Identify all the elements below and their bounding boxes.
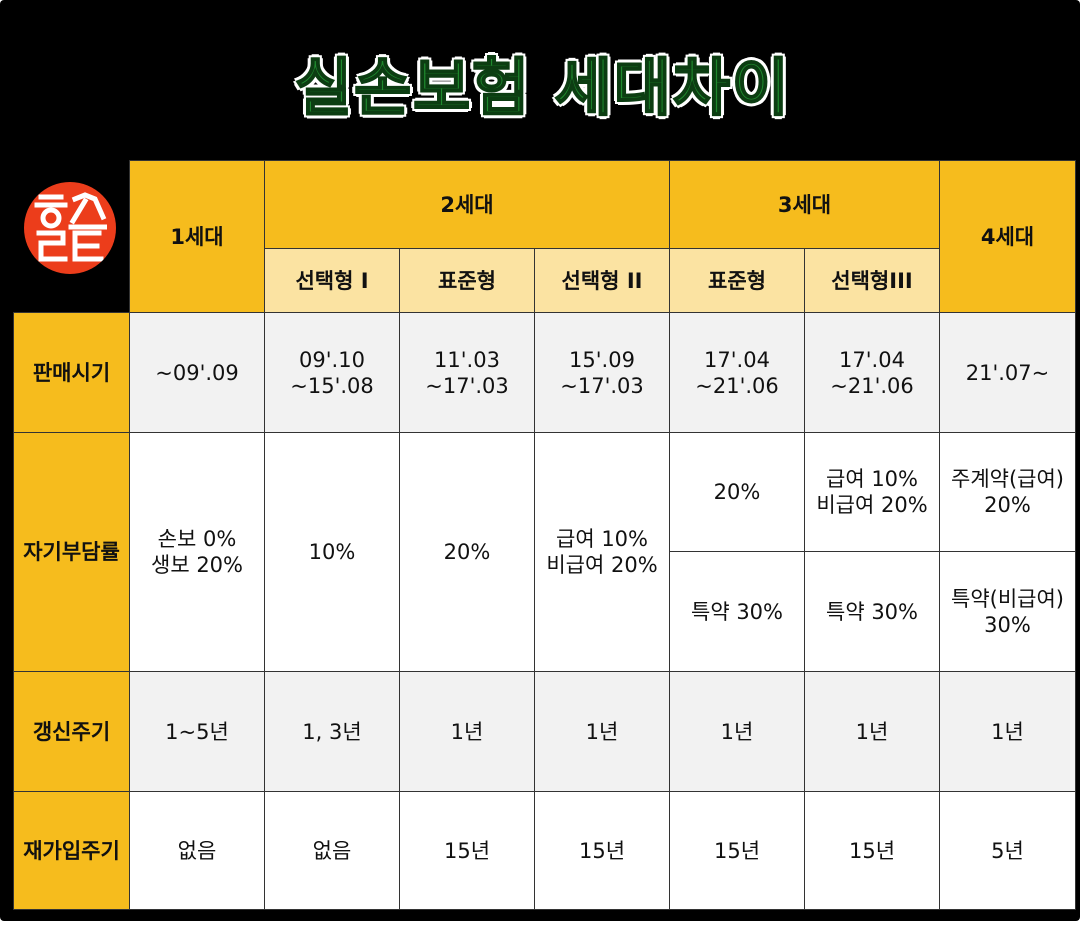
table-cell: 15년 (669, 791, 805, 910)
row-label-reenroll: 재가입주기 (13, 791, 130, 910)
comparison-table: 1세대 2세대 3세대 4세대 선택형 I 표준형 선택형 II 표준형 선택형… (13, 160, 1076, 910)
table-cell: 15년 (534, 791, 670, 910)
header-gen2-type2: 선택형 II (534, 248, 670, 313)
table-cell: 17'.04 ~21'.06 (669, 312, 805, 433)
row-label-renewal: 갱신주기 (13, 671, 130, 792)
table-cell: 1년 (939, 671, 1076, 792)
table-cell: 15년 (399, 791, 535, 910)
table-cell: 15년 (804, 791, 940, 910)
table-cell: 17'.04 ~21'.06 (804, 312, 940, 433)
table-cell: 주계약(급여) 20% (939, 432, 1076, 552)
logo-mark-icon (34, 192, 107, 262)
row-label-sales-period: 판매시기 (13, 312, 130, 433)
header-gen1: 1세대 (129, 160, 265, 313)
table-cell: 1년 (804, 671, 940, 792)
table-cell: 1년 (534, 671, 670, 792)
table-cell: 1년 (669, 671, 805, 792)
table-cell: 1년 (399, 671, 535, 792)
table-row-copay-top: 자기부담률 손보 0% 생보 20% 10% 20% 급여 10% 비급여 20… (13, 432, 1076, 672)
table-row-sales-period: 판매시기 ~09'.09 09'.10 ~15'.08 11'.03 ~17'.… (13, 312, 1076, 433)
header-gen2-standard: 표준형 (399, 248, 535, 313)
table-cell: 21'.07~ (939, 312, 1076, 433)
table-cell: 특약(비급여) 30% (939, 551, 1076, 672)
row-label-copay: 자기부담률 (13, 432, 130, 672)
table-cell: 1~5년 (129, 671, 265, 792)
table-cell: 특약 30% (804, 551, 940, 672)
table-cell: 손보 0% 생보 20% (129, 432, 265, 672)
header-gen2: 2세대 (264, 160, 670, 249)
table-cell: 10% (264, 432, 400, 672)
table-cell: 5년 (939, 791, 1076, 910)
header-gen3-type3: 선택형III (804, 248, 940, 313)
table-cell: 09'.10 ~15'.08 (264, 312, 400, 433)
table-cell: 급여 10% 비급여 20% (804, 432, 940, 552)
table-row-renewal: 갱신주기 1~5년 1, 3년 1년 1년 1년 1년 1년 (13, 671, 1076, 792)
table-cell: 11'.03 ~17'.03 (399, 312, 535, 433)
header-gen4: 4세대 (939, 160, 1076, 313)
table-row-reenroll: 재가입주기 없음 없음 15년 15년 15년 15년 5년 (13, 791, 1076, 910)
page-title: 실손보험 세대차이 (294, 50, 791, 125)
header-gen3-standard: 표준형 (669, 248, 805, 313)
table-cell: 없음 (129, 791, 265, 910)
table-cell: 20% (399, 432, 535, 672)
table-row-copay-bottom: 특약 30% 특약 30% 특약(비급여) 30% (14, 551, 1076, 672)
table-cell: 없음 (264, 791, 400, 910)
header-gen2-type1: 선택형 I (264, 248, 400, 313)
table-cell: ~09'.09 (129, 312, 265, 433)
brand-logo (24, 182, 116, 274)
table-cell: 급여 10% 비급여 20% (534, 432, 670, 672)
table-cell: 특약 30% (669, 551, 805, 672)
table-cell: 15'.09 ~17'.03 (534, 312, 670, 433)
header-gen3: 3세대 (669, 160, 940, 249)
table-cell: 1, 3년 (264, 671, 400, 792)
table-cell: 20% (669, 432, 805, 552)
